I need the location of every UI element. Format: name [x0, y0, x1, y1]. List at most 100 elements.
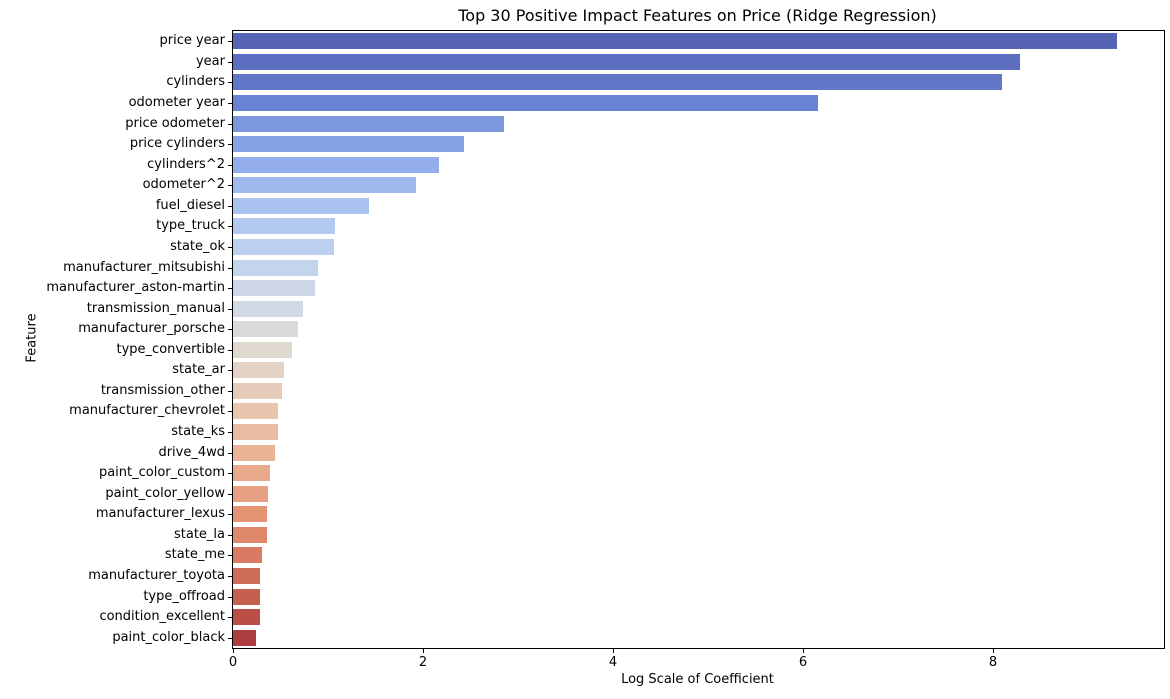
- bar: [233, 629, 256, 646]
- bar: [233, 526, 268, 543]
- bar: [233, 238, 334, 255]
- y-tick-mark: [228, 390, 232, 392]
- y-tick-mark: [228, 452, 232, 454]
- y-tick-mark: [228, 555, 232, 557]
- bar: [233, 485, 269, 502]
- bar: [233, 53, 1020, 70]
- y-tick-label: paint_color_yellow: [105, 485, 225, 501]
- y-tick-label: state_me: [164, 547, 225, 563]
- y-tick-mark: [228, 123, 232, 125]
- y-tick-mark: [228, 226, 232, 228]
- y-tick-label: state_ar: [172, 362, 225, 378]
- y-tick-label: state_la: [173, 526, 225, 542]
- bar: [233, 609, 260, 626]
- bar: [233, 218, 335, 235]
- y-tick-mark: [228, 349, 232, 351]
- x-tick-mark: [803, 649, 804, 653]
- y-tick-mark: [228, 82, 232, 84]
- y-tick-label: condition_excellent: [99, 609, 225, 625]
- x-tick-label: 2: [418, 655, 428, 670]
- y-tick-mark: [228, 432, 232, 434]
- bar: [233, 33, 1118, 50]
- x-tick-mark: [613, 649, 614, 653]
- y-tick-label: cylinders^2: [147, 156, 225, 172]
- y-tick-label: fuel_diesel: [155, 197, 225, 213]
- plot-area: price year year cylinders odometer year pric…: [46, 30, 1165, 670]
- y-tick-label: transmission_other: [100, 382, 225, 398]
- y-tick-mark: [228, 493, 232, 495]
- y-tick-mark: [228, 534, 232, 536]
- chart-title: Top 30 Positive Impact Features on Price…: [458, 6, 937, 25]
- bar: [233, 197, 369, 214]
- y-tick-label: drive_4wd: [158, 444, 225, 460]
- bar: [233, 547, 263, 564]
- y-axis-label: Feature: [24, 313, 40, 363]
- y-tick-label: odometer year: [128, 94, 225, 110]
- y-tick-label: price cylinders: [129, 136, 225, 152]
- y-tick-label: price odometer: [125, 115, 225, 131]
- y-tick-mark: [228, 164, 232, 166]
- bar: [233, 506, 268, 523]
- bar: [233, 259, 318, 276]
- bar: [233, 403, 278, 420]
- bar: [233, 588, 260, 605]
- y-tick-label: type_truck: [156, 218, 225, 234]
- y-tick-label: odometer^2: [142, 177, 225, 193]
- y-tick-label: manufacturer_porsche: [78, 321, 225, 337]
- y-tick-label: year: [195, 53, 225, 69]
- y-tick-mark: [228, 185, 232, 187]
- x-tick-label: 0: [228, 655, 238, 670]
- y-tick-mark: [228, 308, 232, 310]
- bar: [233, 362, 285, 379]
- x-tick-mark: [233, 649, 234, 653]
- y-tick-label: manufacturer_chevrolet: [69, 403, 225, 419]
- bar: [233, 465, 271, 482]
- y-tick-label: manufacturer_aston-martin: [46, 280, 225, 296]
- y-tick-mark: [228, 267, 232, 269]
- bar: [233, 115, 504, 132]
- y-tick-label: cylinders: [166, 74, 225, 90]
- y-tick-mark: [228, 617, 232, 619]
- y-tick-label: manufacturer_toyota: [88, 568, 225, 584]
- y-tick-mark: [228, 61, 232, 63]
- y-tick-label: paint_color_black: [112, 629, 225, 645]
- y-tick-mark: [228, 102, 232, 104]
- y-tick-mark: [228, 596, 232, 598]
- bar: [233, 444, 275, 461]
- y-tick-mark: [228, 288, 232, 290]
- y-tick-mark: [228, 514, 232, 516]
- y-tick-label: manufacturer_mitsubishi: [63, 259, 225, 275]
- y-tick-mark: [228, 144, 232, 146]
- y-tick-label: manufacturer_lexus: [95, 506, 225, 522]
- y-tick-mark: [228, 576, 232, 578]
- bar: [233, 424, 278, 441]
- y-tick-mark: [228, 329, 232, 331]
- bar: [233, 341, 292, 358]
- y-tick-label: paint_color_custom: [98, 465, 225, 481]
- x-tick-mark: [423, 649, 424, 653]
- y-tick-label: price year: [159, 33, 226, 49]
- bar: [233, 321, 298, 338]
- y-tick-label: state_ok: [170, 238, 225, 254]
- y-tick-label: type_convertible: [116, 341, 226, 357]
- bar: [233, 74, 1002, 91]
- bar: [233, 177, 417, 194]
- y-tick-label: state_ks: [171, 424, 225, 440]
- bar: [233, 156, 440, 173]
- y-tick-mark: [228, 473, 232, 475]
- x-tick-label: 4: [608, 655, 618, 670]
- y-tick-mark: [228, 205, 232, 207]
- y-tick-label: transmission_manual: [86, 300, 225, 316]
- x-axis-label: Log Scale of Coefficient: [621, 672, 774, 687]
- y-tick-mark: [228, 637, 232, 639]
- y-tick-label: type_offroad: [143, 588, 225, 604]
- bar: [233, 136, 464, 153]
- y-tick-mark: [228, 370, 232, 372]
- x-tick-label: 8: [988, 655, 998, 670]
- x-tick-label: 6: [798, 655, 808, 670]
- y-tick-mark: [228, 41, 232, 43]
- bar: [233, 568, 260, 585]
- bar: [233, 382, 283, 399]
- bar: [233, 280, 315, 297]
